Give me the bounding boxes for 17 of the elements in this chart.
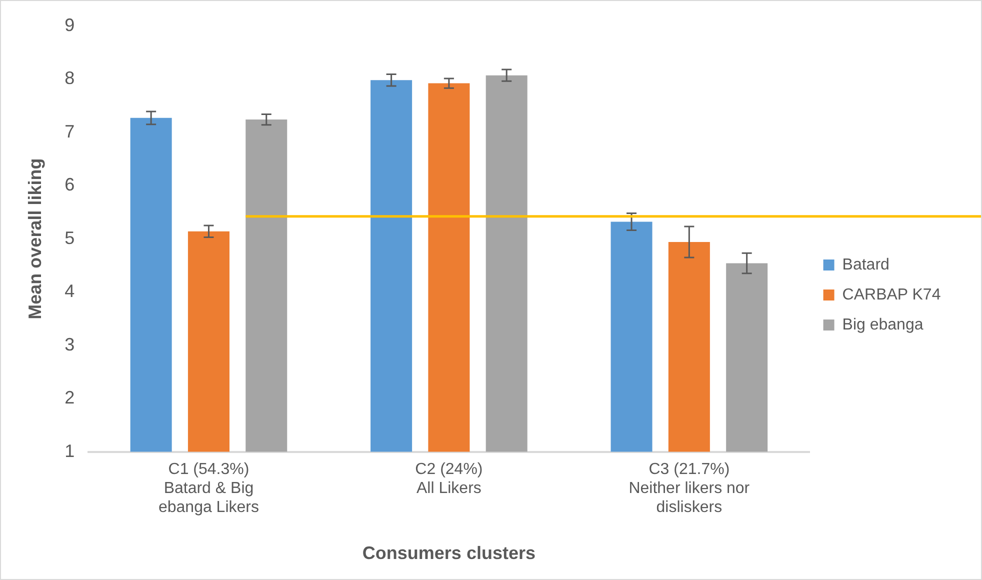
y-tick-label: 1 — [64, 440, 75, 461]
y-tick-label: 9 — [64, 14, 75, 35]
y-tick-label: 7 — [64, 121, 75, 142]
y-tick-label: 4 — [64, 281, 75, 302]
legend-label: Batard — [842, 256, 890, 274]
x-tick-label: C2 (24%) All Likers — [415, 460, 483, 498]
y-tick-label: 2 — [64, 388, 75, 408]
legend-label: Big ebanga — [842, 316, 924, 334]
x-axis-title: Consumers clusters — [362, 543, 536, 564]
y-tick-label: 3 — [64, 334, 75, 354]
legend-label: CARBAP K74 — [842, 286, 941, 304]
x-tick-label: C1 (54.3%) Batard & Big ebanga Likers — [158, 460, 259, 516]
y-tick-label: 8 — [64, 68, 75, 88]
x-tick-label: C3 (21.7%) Neither likers nor disliskers — [628, 460, 750, 516]
y-axis-title: Mean overall liking — [24, 158, 45, 320]
y-tick-label: 6 — [64, 174, 75, 195]
y-tick-label: 5 — [64, 228, 75, 248]
